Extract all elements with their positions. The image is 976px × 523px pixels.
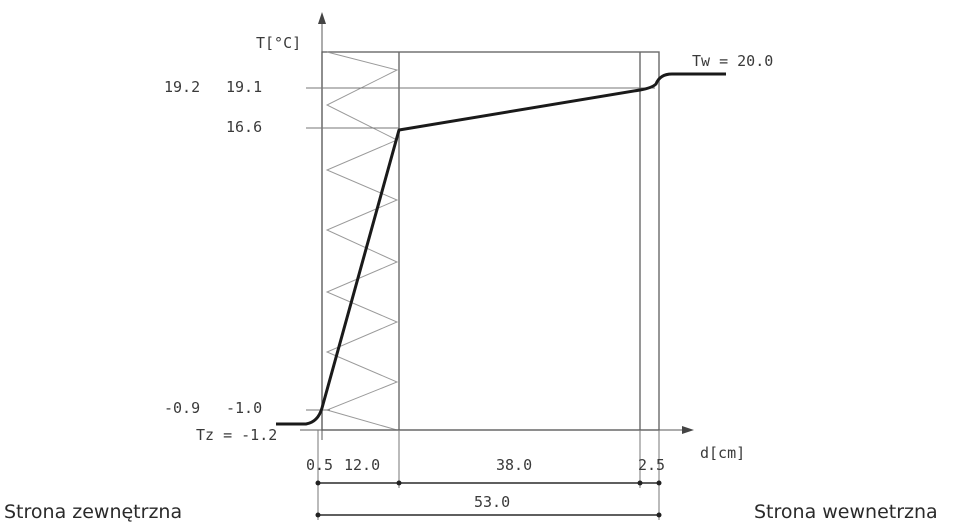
total-thickness-label: 53.0 [474, 493, 510, 511]
temp-label-19-2: 19.2 [164, 78, 200, 96]
temp-label-19-1: 19.1 [226, 78, 262, 96]
y-axis-label: T[°C] [256, 34, 301, 52]
outside-side-label: Strona zewnętrzna [4, 501, 182, 523]
tw-label: Tw = 20.0 [692, 52, 773, 70]
y-axis-arrow-icon [318, 12, 326, 24]
temp-label-minus-1-0: -1.0 [226, 399, 262, 417]
layer-label-2-5: 2.5 [638, 456, 665, 474]
x-axis-arrow-icon [682, 426, 694, 434]
insulation-zigzag [325, 51, 399, 431]
layer-label-38-0: 38.0 [496, 456, 532, 474]
dimension-ticks [317, 430, 660, 520]
layer-label-12-0: 12.0 [344, 456, 380, 474]
wall-layers [321, 51, 660, 431]
layer-label-0-5: 0.5 [306, 456, 333, 474]
temp-label-16-6: 16.6 [226, 118, 262, 136]
temp-label-minus-0-9: -0.9 [164, 399, 200, 417]
x-axis-label: d[cm] [700, 444, 745, 462]
guide-lines [306, 87, 655, 411]
inside-side-label: Strona wewnetrzna [754, 501, 938, 523]
wall-outline [321, 51, 660, 431]
temperature-profile-line [276, 72, 726, 426]
layer-dimension-line [315, 480, 662, 486]
total-dimension-line [315, 512, 662, 518]
axes [300, 12, 694, 440]
tz-label: Tz = -1.2 [196, 426, 277, 444]
